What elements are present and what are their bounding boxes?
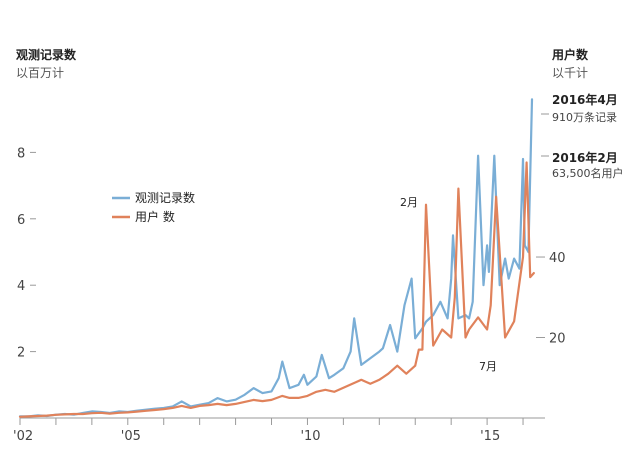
left-tick-label: 2 [17,346,25,361]
right-tick-label: 20 [549,332,566,347]
x-tick-label: '02 [13,429,33,444]
series-layer [18,98,535,418]
annotation-feb-2016-title: 2016年2月 [552,150,618,165]
legend-label-observations: 观测记录数 [135,190,195,205]
right-axis-subtitle: 以千计 [552,66,588,80]
left-axis-title: 观测记录数 [16,47,77,62]
series-line-users [18,161,535,418]
x-tick-label: '05 [121,429,141,444]
left-tick-label: 8 [17,146,25,161]
legend: 观测记录数 用户 数 [112,190,195,224]
x-tick-label: '10 [300,429,320,444]
annotation-feb-2016-detail: 63,500名用户 [552,166,624,180]
left-tick-label: 6 [17,213,25,228]
right-tick-label: 40 [549,251,566,266]
annotation-jul-label: 7月 [479,360,497,373]
annotation-apr-2016-title: 2016年4月 [552,92,618,107]
right-axis-title: 用户数 [551,47,589,62]
left-tick-label: 4 [17,279,25,294]
x-tick-label: '15 [480,429,500,444]
legend-label-users: 用户 数 [135,209,175,224]
annotation-apr-2016-detail: 910万条记录 [552,110,617,124]
label-layer: 观测记录数 以百万计 用户数 以千计 观测记录数 用户 数 2月 7月 2016… [16,47,624,373]
annotation-feb-label: 2月 [400,196,418,209]
left-axis-subtitle: 以百万计 [16,66,64,80]
axis-layer: 2 4 6 8 20 40 '02 '05 '10 '15 [13,146,566,444]
